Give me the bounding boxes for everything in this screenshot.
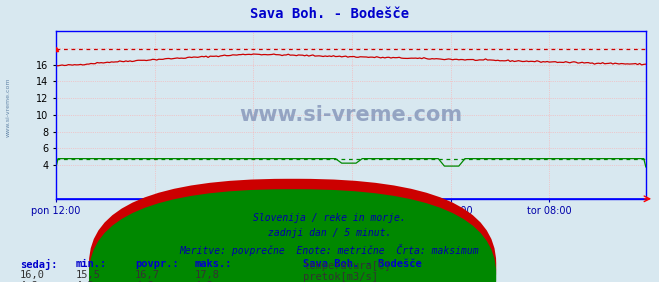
Text: 15,5: 15,5 — [76, 270, 101, 280]
Text: 4,8: 4,8 — [20, 281, 38, 282]
Text: Meritve: povprečne  Enote: metrične  Črta: maksimum: Meritve: povprečne Enote: metrične Črta:… — [180, 244, 479, 256]
Text: Sava Boh. - Bodešče: Sava Boh. - Bodešče — [303, 259, 422, 269]
Text: 16,7: 16,7 — [135, 270, 160, 280]
Text: www.si-vreme.com: www.si-vreme.com — [239, 105, 463, 125]
Text: temperatura[C]: temperatura[C] — [303, 261, 391, 272]
Text: pretok[m3/s]: pretok[m3/s] — [303, 272, 378, 282]
Text: 4,8: 4,8 — [135, 281, 154, 282]
Text: zadnji dan / 5 minut.: zadnji dan / 5 minut. — [268, 228, 391, 238]
Text: min.:: min.: — [76, 259, 107, 269]
Text: Slovenija / reke in morje.: Slovenija / reke in morje. — [253, 213, 406, 223]
Text: sedaj:: sedaj: — [20, 259, 57, 270]
Text: 4,3: 4,3 — [76, 281, 94, 282]
Text: Sava Boh. - Bodešče: Sava Boh. - Bodešče — [250, 7, 409, 21]
Text: 16,0: 16,0 — [20, 270, 45, 280]
Text: 4,8: 4,8 — [194, 281, 213, 282]
Text: maks.:: maks.: — [194, 259, 232, 269]
Text: povpr.:: povpr.: — [135, 259, 179, 269]
Text: www.si-vreme.com: www.si-vreme.com — [5, 78, 11, 137]
Text: 17,8: 17,8 — [194, 270, 219, 280]
